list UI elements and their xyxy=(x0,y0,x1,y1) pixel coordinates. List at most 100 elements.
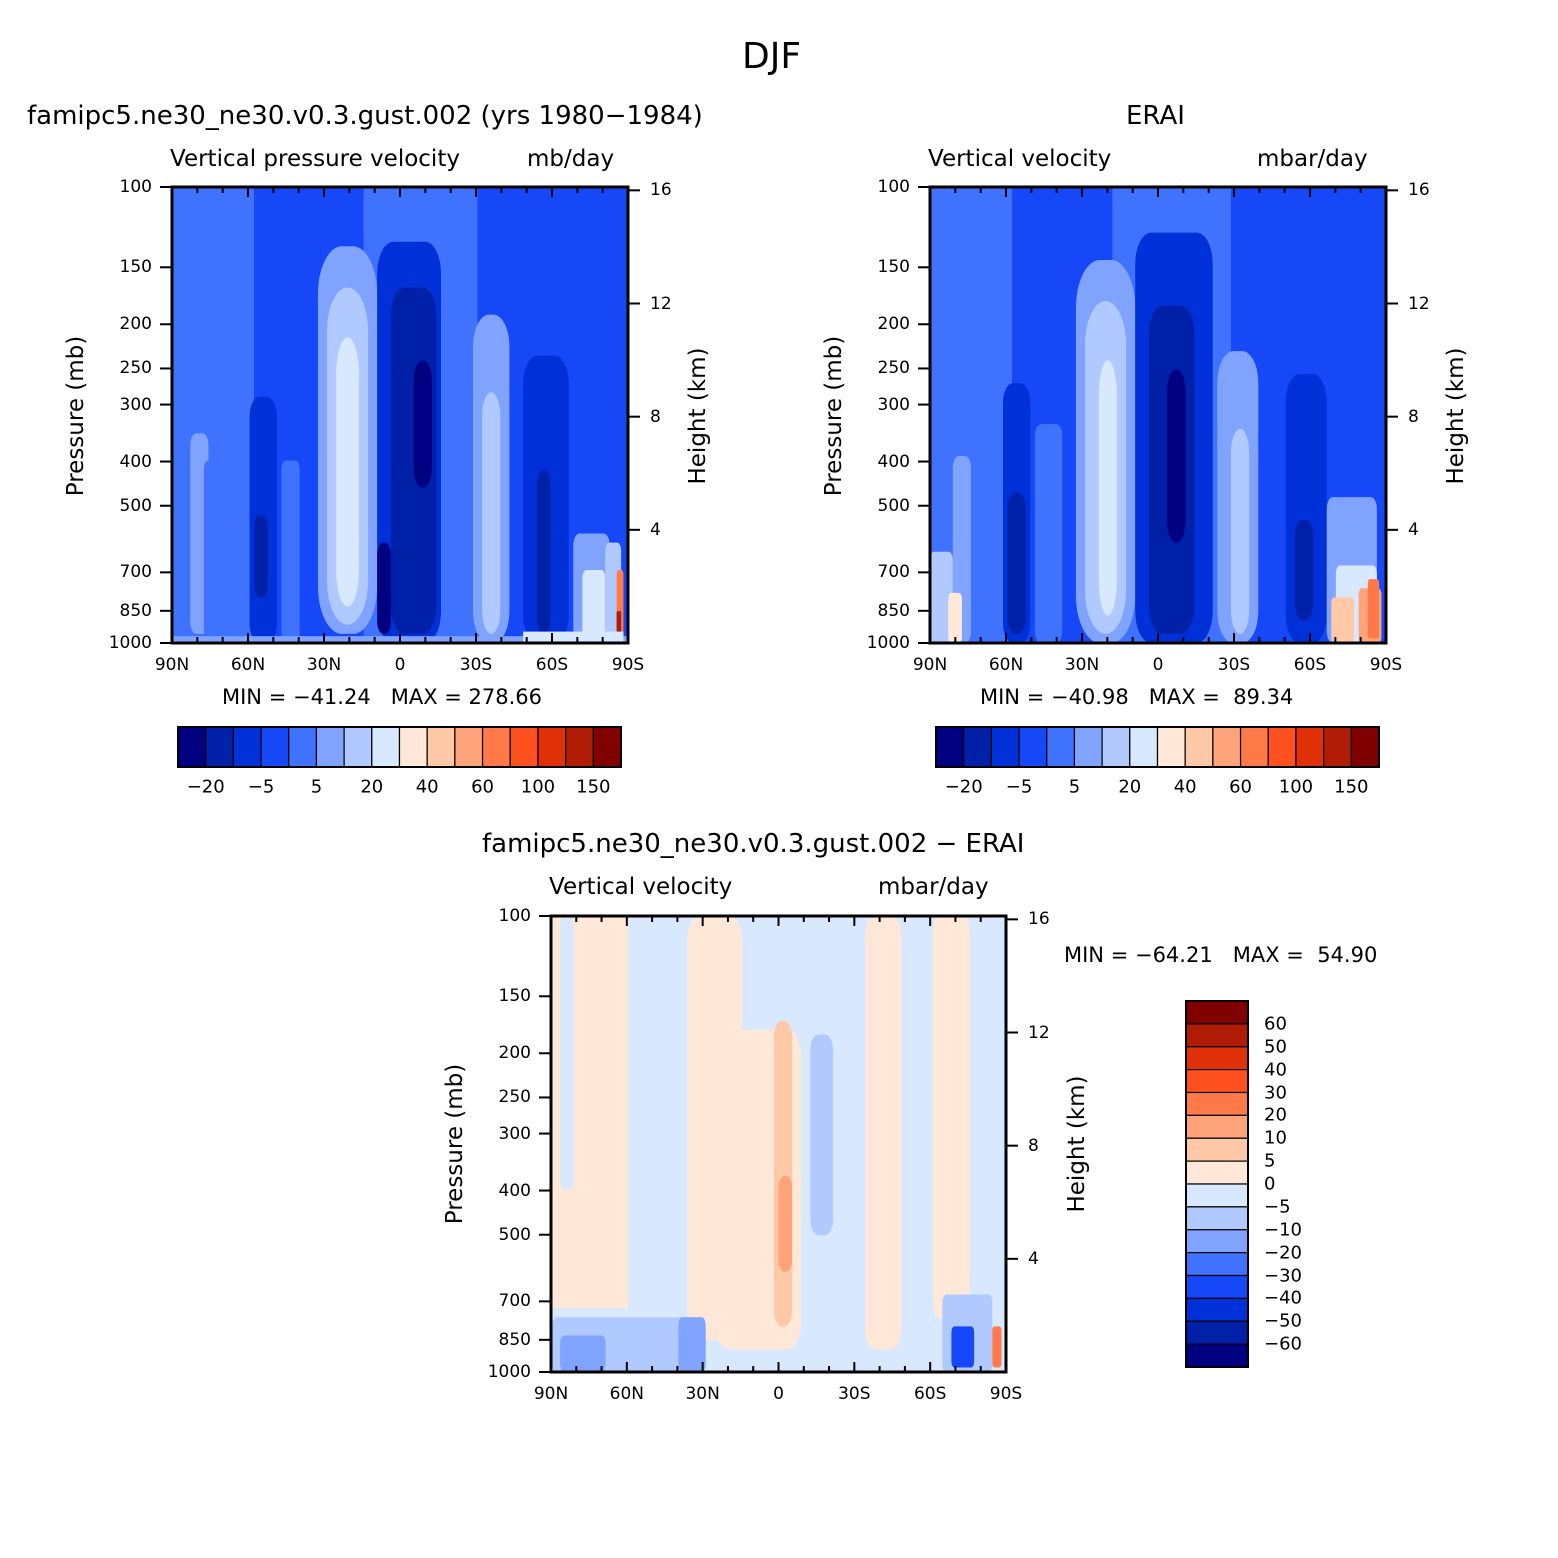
obs-colorbar-label: −5 xyxy=(1005,776,1033,798)
diff-colorbar-box xyxy=(1185,1252,1249,1277)
model-colorbar-box xyxy=(177,726,207,768)
diff-contour-band xyxy=(560,1335,606,1372)
model-panel-group xyxy=(160,185,640,645)
diff-x-tick-label: 30S xyxy=(838,1384,871,1404)
model-panel-title: famipc5.ne30_ne30.v0.3.gust.002 (yrs 198… xyxy=(27,101,703,131)
diff-colorbar-box xyxy=(1185,1069,1249,1094)
obs-colorbar-label: 5 xyxy=(1068,776,1081,798)
obs-x-tick-label: 0 xyxy=(1152,655,1164,675)
model-y-tick-label: 1000 xyxy=(108,633,152,653)
diff-x-tick-label: 90S xyxy=(989,1384,1023,1404)
obs-y2-tick-label: 12 xyxy=(1408,293,1430,314)
obs-variable-label: Vertical velocity xyxy=(928,146,1112,172)
model-colorbar-box xyxy=(537,726,567,768)
diff-contour-band xyxy=(992,1326,1002,1368)
obs-colorbar-label: 100 xyxy=(1278,776,1314,798)
diff-contour-band xyxy=(678,1317,706,1372)
obs-y-tick-label: 700 xyxy=(877,562,910,583)
obs-y-tick-label: 200 xyxy=(877,314,910,335)
diff-y-tick-label: 400 xyxy=(498,1180,531,1201)
obs-colorbar-box xyxy=(1184,726,1214,768)
model-contour-band xyxy=(616,611,622,634)
model-x-tick-label: 60N xyxy=(230,655,266,675)
obs-x-tick-label: 60N xyxy=(988,655,1024,675)
diff-units-label: mbar/day xyxy=(878,874,989,900)
obs-colorbar-box xyxy=(1129,726,1159,768)
diff-y-tick-label: 1000 xyxy=(487,1362,531,1382)
diff-colorbar-box xyxy=(1185,1114,1249,1139)
diff-colorbar-label: −30 xyxy=(1264,1265,1302,1286)
diff-colorbar-label: −60 xyxy=(1264,1333,1302,1355)
obs-y-tick-label: 400 xyxy=(877,451,910,472)
diff-colorbar-box xyxy=(1185,1320,1249,1345)
model-x-tick-label: 90S xyxy=(611,655,645,675)
model-units-label: mb/day xyxy=(527,146,615,172)
model-y-tick-label: 700 xyxy=(119,562,152,583)
obs-contour-band xyxy=(1230,428,1250,634)
model-y-tick-label: 400 xyxy=(119,451,152,472)
model-colorbar-box xyxy=(288,726,318,768)
model-contour-band xyxy=(523,631,624,643)
diff-panel-title: famipc5.ne30_ne30.v0.3.gust.002 − ERAI xyxy=(482,829,1025,859)
obs-colorbar-box xyxy=(1295,726,1325,768)
diff-y-tick-label: 250 xyxy=(498,1087,531,1108)
model-y-tick-label: 200 xyxy=(119,314,152,335)
obs-y2-tick-label: 16 xyxy=(1408,180,1430,201)
diff-colorbar-label: 40 xyxy=(1264,1059,1287,1081)
diff-y-tick-label: 500 xyxy=(498,1224,531,1245)
diff-contour-band xyxy=(933,916,970,1318)
model-colorbar-label: 150 xyxy=(576,776,611,798)
diff-variable-label: Vertical velocity xyxy=(549,874,733,900)
figure-title: DJF xyxy=(742,36,802,77)
model-colorbar-label: 40 xyxy=(415,776,439,798)
model-x-tick-label: 0 xyxy=(394,655,406,675)
diff-contour-band xyxy=(810,1034,834,1236)
model-colorbar-box xyxy=(315,726,345,768)
model-contour-band xyxy=(281,460,300,643)
diff-y-tick-label: 300 xyxy=(498,1123,531,1144)
model-colorbar-box xyxy=(481,726,511,768)
obs-contour-band xyxy=(1007,492,1026,634)
model-colorbar-label: 5 xyxy=(310,776,323,798)
obs-colorbar-frame xyxy=(935,726,1380,768)
diff-colorbar-box xyxy=(1185,1137,1249,1162)
obs-contour-band xyxy=(1331,597,1355,643)
obs-y2-tick-label: 8 xyxy=(1408,406,1419,427)
model-y2-tick-label: 16 xyxy=(650,180,672,201)
diff-min-max: MIN = −64.21 MAX = 54.90 xyxy=(1064,943,1378,967)
model-colorbar-box xyxy=(592,726,622,768)
obs-contour-band xyxy=(1034,424,1063,643)
model-min-max: MIN = −41.24 MAX = 278.66 xyxy=(222,685,543,709)
diff-colorbar-box xyxy=(1185,1343,1249,1368)
model-y-tick-label: 300 xyxy=(119,394,152,415)
obs-y-tick-label: 300 xyxy=(877,394,910,415)
diff-colorbar-label: −50 xyxy=(1264,1310,1302,1332)
model-contour-band xyxy=(254,515,268,598)
diff-y-tick-label: 200 xyxy=(498,1043,531,1064)
model-variable-label: Vertical pressure velocity xyxy=(170,146,460,172)
model-contour-band xyxy=(203,460,227,639)
model-colorbar-box xyxy=(205,726,234,768)
diff-x-tick-label: 30N xyxy=(685,1384,720,1404)
diff-colorbar-box xyxy=(1185,1229,1249,1254)
obs-x-tick-label: 90N xyxy=(912,655,948,675)
model-contour-band xyxy=(482,392,501,634)
obs-colorbar-label: −20 xyxy=(944,776,983,798)
diff-colorbar-label: −40 xyxy=(1264,1287,1302,1309)
model-contour-band xyxy=(336,337,359,607)
diff-colorbar-box xyxy=(1185,1160,1249,1185)
diff-x-tick-label: 60N xyxy=(609,1384,645,1404)
obs-y-tick-label: 150 xyxy=(877,257,910,278)
obs-colorbar-box xyxy=(1018,726,1048,768)
model-contour-band xyxy=(413,360,432,488)
diff-contour-band xyxy=(951,1326,975,1368)
model-colorbar-label: −5 xyxy=(247,776,275,798)
obs-colorbar-box xyxy=(1046,726,1076,768)
model-contour-band xyxy=(377,542,391,634)
diff-y2-tick-label: 12 xyxy=(1028,1022,1050,1043)
model-y-tick-label: 250 xyxy=(119,358,152,379)
diff-colorbar-frame xyxy=(1185,1000,1249,1368)
model-colorbar-box xyxy=(426,726,456,768)
diff-colorbar-box xyxy=(1185,1183,1249,1208)
model-x-tick-label: 30N xyxy=(306,655,342,675)
